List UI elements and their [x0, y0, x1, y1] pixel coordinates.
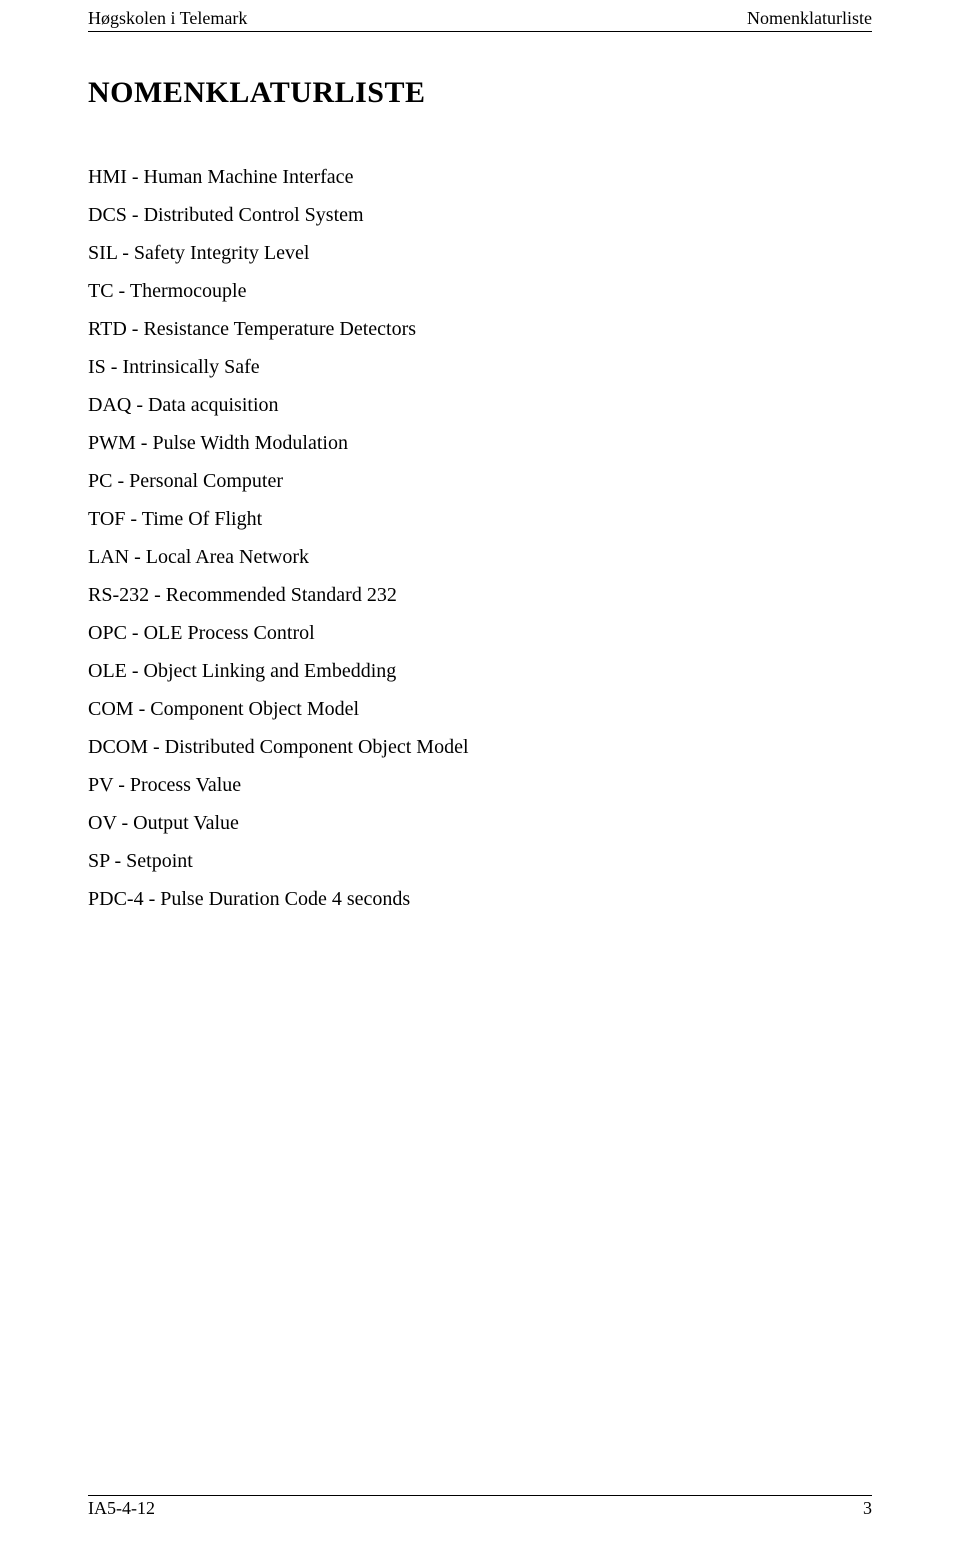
- list-item: PV - Process Value: [88, 766, 872, 804]
- header-right: Nomenklaturliste: [747, 8, 872, 29]
- header-left: Høgskolen i Telemark: [88, 8, 247, 29]
- list-item: HMI - Human Machine Interface: [88, 158, 872, 196]
- list-item: DCS - Distributed Control System: [88, 196, 872, 234]
- list-item: SP - Setpoint: [88, 842, 872, 880]
- footer-page-number: 3: [863, 1498, 872, 1519]
- list-item: PC - Personal Computer: [88, 462, 872, 500]
- list-item: DCOM - Distributed Component Object Mode…: [88, 728, 872, 766]
- page: Høgskolen i Telemark Nomenklaturliste NO…: [0, 0, 960, 1543]
- list-item: SIL - Safety Integrity Level: [88, 234, 872, 272]
- list-item: OPC - OLE Process Control: [88, 614, 872, 652]
- list-item: COM - Component Object Model: [88, 690, 872, 728]
- list-item: TC - Thermocouple: [88, 272, 872, 310]
- nomenclature-list: HMI - Human Machine Interface DCS - Dist…: [88, 158, 872, 918]
- page-title: NOMENKLATURLISTE: [88, 76, 872, 110]
- list-item: DAQ - Data acquisition: [88, 386, 872, 424]
- list-item: IS - Intrinsically Safe: [88, 348, 872, 386]
- list-item: OLE - Object Linking and Embedding: [88, 652, 872, 690]
- list-item: LAN - Local Area Network: [88, 538, 872, 576]
- list-item: RTD - Resistance Temperature Detectors: [88, 310, 872, 348]
- list-item: TOF - Time Of Flight: [88, 500, 872, 538]
- list-item: OV - Output Value: [88, 804, 872, 842]
- list-item: PWM - Pulse Width Modulation: [88, 424, 872, 462]
- page-header: Høgskolen i Telemark Nomenklaturliste: [88, 0, 872, 32]
- list-item: PDC-4 - Pulse Duration Code 4 seconds: [88, 880, 872, 918]
- page-footer: IA5-4-12 3: [88, 1495, 872, 1519]
- footer-left: IA5-4-12: [88, 1498, 155, 1519]
- list-item: RS-232 - Recommended Standard 232: [88, 576, 872, 614]
